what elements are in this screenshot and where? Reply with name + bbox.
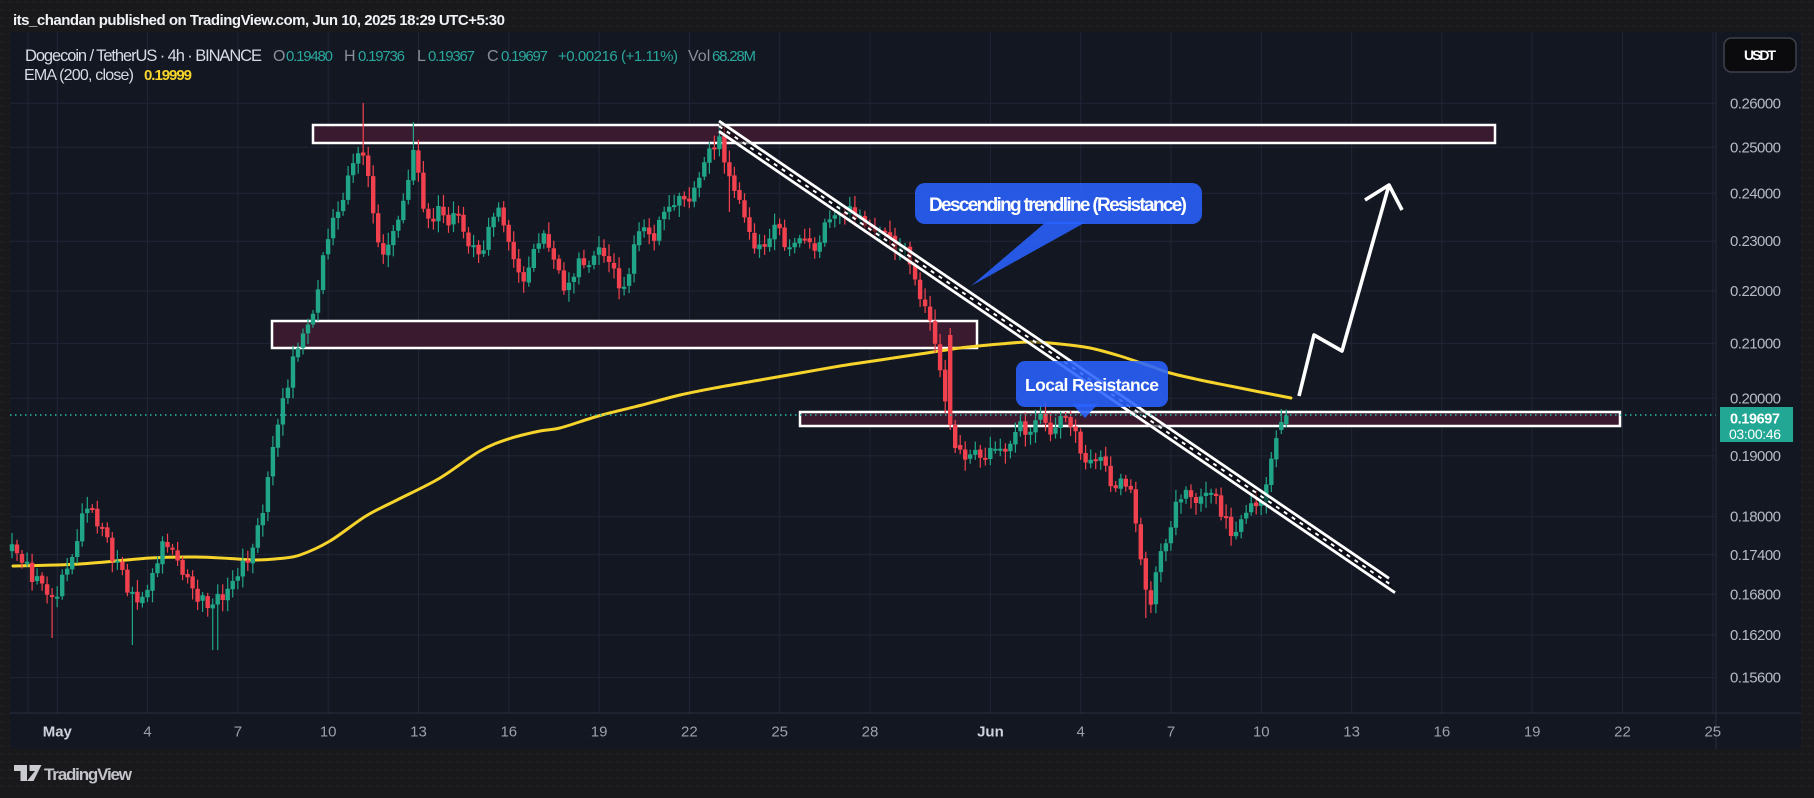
- svg-text:its_chandan published on Tradi: its_chandan published on TradingView.com…: [13, 12, 505, 29]
- svg-text:+0.00216 (+1.11%): +0.00216 (+1.11%): [558, 48, 678, 65]
- svg-text:0.15600: 0.15600: [1730, 670, 1781, 687]
- svg-text:22: 22: [1614, 724, 1631, 741]
- svg-text:22: 22: [681, 724, 698, 741]
- svg-text:25: 25: [771, 724, 788, 741]
- svg-text:H: H: [344, 48, 356, 65]
- svg-text:4: 4: [143, 724, 151, 741]
- svg-text:16: 16: [1434, 724, 1451, 741]
- svg-text:0.19000: 0.19000: [1730, 448, 1781, 465]
- svg-text:Dogecoin / TetherUS · 4h · BIN: Dogecoin / TetherUS · 4h · BINANCE: [25, 47, 262, 65]
- svg-text:0.25000: 0.25000: [1730, 139, 1781, 156]
- svg-text:0.18000: 0.18000: [1730, 509, 1781, 526]
- svg-text:19: 19: [591, 724, 608, 741]
- svg-text:28: 28: [862, 724, 879, 741]
- svg-text:25: 25: [1704, 724, 1721, 741]
- svg-text:13: 13: [410, 724, 427, 741]
- svg-text:4: 4: [1077, 724, 1085, 741]
- svg-text:Jun: Jun: [977, 724, 1004, 741]
- svg-text:7: 7: [234, 724, 242, 741]
- svg-text:TradingView: TradingView: [44, 765, 133, 784]
- svg-text:0.19736: 0.19736: [358, 48, 405, 65]
- svg-text:USDT: USDT: [1744, 47, 1776, 63]
- svg-text:0.16800: 0.16800: [1730, 586, 1781, 603]
- svg-text:0.16200: 0.16200: [1730, 627, 1781, 644]
- svg-text:0.20000: 0.20000: [1730, 390, 1781, 407]
- svg-text:0.19697: 0.19697: [501, 48, 548, 65]
- svg-text:0.26000: 0.26000: [1730, 95, 1781, 112]
- svg-text:0.21000: 0.21000: [1730, 335, 1781, 352]
- svg-text:0.24000: 0.24000: [1730, 185, 1781, 202]
- svg-text:10: 10: [320, 724, 337, 741]
- svg-text:10: 10: [1253, 724, 1270, 741]
- svg-text:0.19480: 0.19480: [286, 48, 333, 65]
- svg-text:0.17400: 0.17400: [1730, 547, 1781, 564]
- svg-text:0.23000: 0.23000: [1730, 233, 1781, 250]
- svg-text:May: May: [43, 724, 73, 741]
- svg-text:Vol: Vol: [688, 48, 710, 65]
- svg-text:7: 7: [1167, 724, 1175, 741]
- svg-text:03:00:46: 03:00:46: [1729, 426, 1781, 442]
- svg-text:0.19697: 0.19697: [1730, 412, 1780, 428]
- svg-text:0.22000: 0.22000: [1730, 283, 1781, 300]
- svg-text:C: C: [487, 48, 499, 65]
- svg-text:16: 16: [500, 724, 517, 741]
- svg-text:Descending trendline (Resistan: Descending trendline (Resistance): [929, 195, 1187, 216]
- svg-text:0.19999: 0.19999: [144, 67, 192, 84]
- svg-text:13: 13: [1343, 724, 1360, 741]
- svg-text:L: L: [417, 48, 426, 65]
- svg-text:Local Resistance: Local Resistance: [1025, 375, 1159, 395]
- svg-text:68.28M: 68.28M: [712, 48, 756, 65]
- svg-text:19: 19: [1524, 724, 1541, 741]
- svg-text:O: O: [273, 48, 285, 65]
- svg-text:0.19367: 0.19367: [428, 48, 475, 65]
- svg-text:EMA (200, close): EMA (200, close): [24, 67, 134, 84]
